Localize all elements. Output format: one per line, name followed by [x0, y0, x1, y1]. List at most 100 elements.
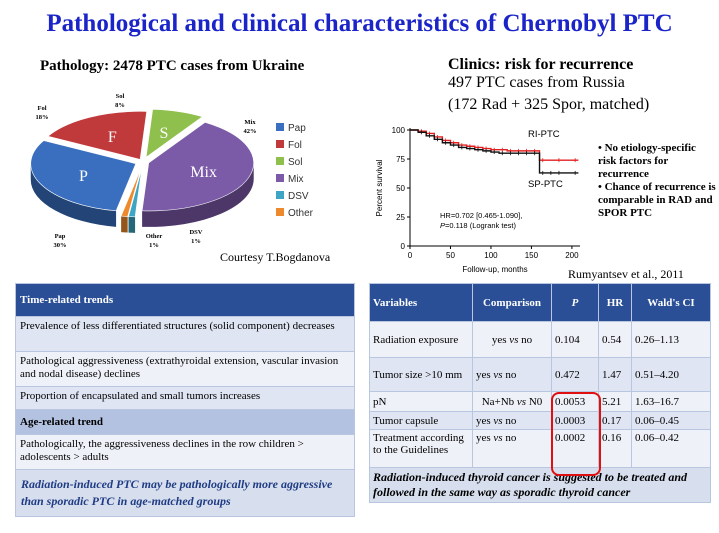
- cell-p: 0.472: [551, 357, 599, 392]
- y-tick-label: 50: [396, 184, 405, 193]
- pie-data-label-text: 18%: [36, 114, 49, 121]
- y-tick-label: 75: [396, 155, 405, 164]
- series-line-ri-ptc: [410, 129, 579, 161]
- pie-slice-wall-other: [121, 216, 128, 233]
- legend-swatch-fol: [276, 140, 284, 148]
- pie-slice-sol: [145, 109, 204, 158]
- series-label-sp-ptc: SP-PTC: [528, 179, 563, 190]
- trends-table: Time-related trends Prevalence of less d…: [15, 283, 355, 517]
- pie-slice-wall-dsv: [128, 216, 136, 233]
- x-tick-label: 0: [408, 251, 413, 260]
- col-header-hr: HR: [598, 283, 632, 322]
- cell-hr: 0.17: [598, 411, 632, 430]
- cell-variable: pN: [369, 391, 473, 412]
- cell-variable: Tumor size >10 mm: [369, 357, 473, 392]
- pie-data-label-text: 1%: [191, 238, 201, 245]
- pie-slice-wall-pap: [30, 163, 117, 227]
- pie-slice-wall-mix: [142, 162, 254, 227]
- pie-data-label: DSV 1%: [189, 229, 202, 245]
- cell-hr: 5.21: [598, 391, 632, 412]
- cell-ci: 0.06–0.42: [631, 429, 711, 468]
- pie-data-label-text: 42%: [244, 128, 257, 135]
- legend-swatch-other: [276, 208, 284, 216]
- cell-comparison: Na+Nb vs N0: [472, 391, 552, 412]
- survival-line-chart: 0 25 50 75 100 0 50 100 150 200 Follow-up, months P…: [375, 126, 580, 274]
- col-header-wald-ci: Wald's CI: [631, 283, 711, 322]
- pie-data-label-text: 8%: [115, 102, 125, 109]
- pie-slice-dsv: [128, 168, 142, 218]
- cell-comparison: yes vs no: [472, 321, 552, 358]
- cell-ci: 0.51–4.20: [631, 357, 711, 392]
- legend-label-mix: Mix: [288, 174, 304, 185]
- col-header-variables: Variables: [369, 283, 473, 322]
- legend-label-other: Other: [288, 208, 314, 219]
- clinics-subheading-1: 497 PTC cases from Russia: [448, 74, 625, 91]
- cell-hr: 0.54: [598, 321, 632, 358]
- pie-data-label-text: DSV: [189, 229, 202, 236]
- pathology-pie-chart: P F S Mix Pap 30% Fol 18% Sol 8% Mix 42% DSV 1% Other 1…: [30, 93, 314, 249]
- clinics-bullets: • No etiology-specific risk factors for …: [598, 142, 716, 220]
- series-line-sp-ptc: [410, 129, 579, 174]
- pie-data-label-text: Mix: [244, 119, 256, 126]
- trend-row: Proportion of encapsulated and small tum…: [15, 386, 355, 410]
- annotation-p: P=0.118 (Logrank test): [440, 221, 516, 230]
- col-header-p: P: [551, 283, 599, 322]
- cell-ci: 1.63–16.7: [631, 391, 711, 412]
- clinics-heading: Clinics: risk for recurrence: [448, 56, 634, 73]
- cell-ci: 0.26–1.13: [631, 321, 711, 358]
- pie-slice-letter: F: [108, 129, 117, 146]
- pie-slice-pap: [30, 140, 137, 212]
- age-trend-header: Age-related trend: [15, 409, 355, 435]
- legend-label-pap: Pap: [288, 123, 306, 134]
- cell-comparison: yes vs no: [472, 411, 552, 430]
- pie-data-label: Sol 8%: [115, 93, 125, 109]
- x-tick-label: 50: [446, 251, 455, 260]
- x-tick-label: 100: [484, 251, 498, 260]
- legend-swatch-dsv: [276, 191, 284, 199]
- pie-data-label: Pap 30%: [54, 233, 67, 249]
- annotation-hr: HR=0.702 [0.465-1.090],: [440, 211, 522, 220]
- p-value-highlight-box: [551, 392, 601, 476]
- y-tick-label: 100: [392, 126, 406, 135]
- pie-data-label-text: Fol: [37, 105, 46, 112]
- cell-comparison: yes vs no: [472, 429, 552, 468]
- cell-variable: Treatment according to the Guidelines: [369, 429, 473, 468]
- pie-slice-letter: P: [79, 168, 88, 185]
- bullet-no-risk-factors: • No etiology-specific risk factors for …: [598, 142, 696, 180]
- cell-comparison: yes vs no: [472, 357, 552, 392]
- legend-label-sol: Sol: [288, 157, 302, 168]
- trend-row: Pathological aggressiveness (extrathyroi…: [15, 351, 355, 387]
- clinics-subheading-2: (172 Rad + 325 Spor, matched): [448, 96, 650, 113]
- stats-conclusion: Radiation-induced thyroid cancer is sugg…: [369, 467, 711, 503]
- pie-slice-letter: Mix: [190, 164, 217, 181]
- trend-row: Prevalence of less differentiated struct…: [15, 316, 355, 352]
- pie-data-label-text: Other: [146, 233, 163, 240]
- pie-slice-other: [120, 168, 142, 217]
- pie-data-label-text: Pap: [55, 233, 66, 240]
- cell-variable: Radiation exposure: [369, 321, 473, 358]
- pie-slice-letter: S: [159, 125, 168, 142]
- pie-data-label-text: Sol: [116, 93, 125, 100]
- risk-factors-table: Variables Comparison P HR Wald's CI Radi…: [369, 283, 711, 503]
- pie-slice-fol: [47, 111, 148, 160]
- x-tick-label: 150: [525, 251, 539, 260]
- cell-hr: 1.47: [598, 357, 632, 392]
- cell-p: 0.104: [551, 321, 599, 358]
- pie-slice-mix: [141, 122, 254, 212]
- legend-swatch-pap: [276, 123, 284, 131]
- pie-data-label: Other 1%: [146, 233, 163, 249]
- legend-label-fol: Fol: [288, 140, 302, 151]
- bullet-comparable-recurrence: • Chance of recurrence is comparable in …: [598, 181, 716, 219]
- cell-p: 0.0002: [551, 429, 599, 468]
- pie-data-label-text: 30%: [54, 242, 67, 249]
- y-axis-label: Percent survival: [375, 159, 384, 216]
- legend-swatch-mix: [276, 174, 284, 182]
- col-header-comparison: Comparison: [472, 283, 552, 322]
- courtesy-note: Courtesy T.Bogdanova: [220, 250, 331, 264]
- series-label-ri-ptc: RI-PTC: [528, 129, 560, 140]
- cell-ci: 0.06–0.45: [631, 411, 711, 430]
- page-title: Pathological and clinical characteristic…: [46, 10, 673, 37]
- x-tick-label: 200: [565, 251, 579, 260]
- cell-variable: Tumor capsule: [369, 411, 473, 430]
- y-tick-label: 0: [401, 242, 406, 251]
